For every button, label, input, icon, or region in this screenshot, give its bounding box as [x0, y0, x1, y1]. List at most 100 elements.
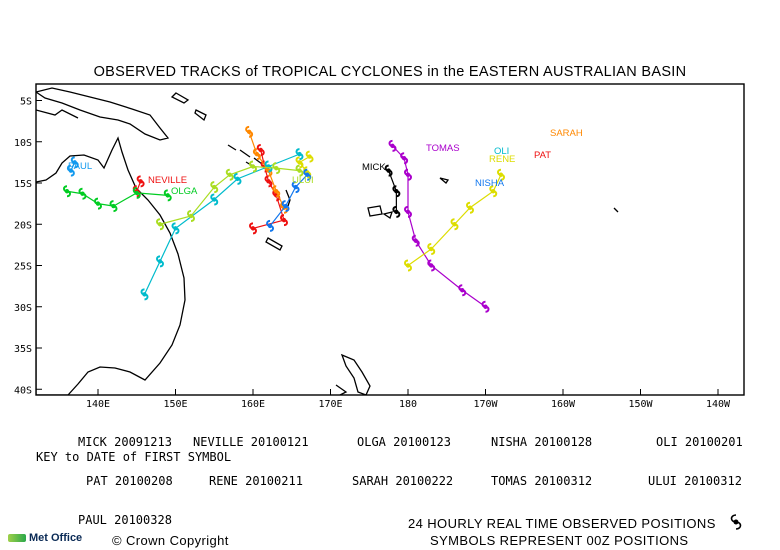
key-col-4: NISHA 20100128 TOMAS 20100312: [491, 410, 592, 501]
cyclone-symbol-paul: [66, 164, 75, 177]
cyclone-symbol-olga-ext: [466, 201, 474, 214]
cyclone-symbol-oli: [295, 148, 304, 161]
cyclone-symbol-rene: [295, 156, 304, 169]
track-tomas: [392, 145, 486, 308]
cyclone-symbol-tomas: [427, 259, 436, 272]
lon-label: 170W: [473, 399, 498, 410]
copyright-text: Crown Copyright: [126, 533, 229, 548]
coastlines: [36, 87, 619, 395]
lat-label: 40S: [14, 385, 32, 396]
lat-label: 30S: [14, 303, 32, 314]
lon-label: 170E: [318, 399, 342, 410]
cyclone-symbol-olga-ext: [404, 259, 412, 272]
cyclone-symbol-tomas: [404, 168, 412, 181]
map-title: OBSERVED TRACKS of TROPICAL CYCLONES in …: [93, 64, 687, 80]
cyclone-symbol-pat: [249, 222, 257, 235]
cyclone-symbol-olga: [94, 197, 102, 210]
key-caption: KEY to DATE of FIRST SYMBOL: [36, 450, 232, 464]
cyclone-symbol-sarah: [272, 185, 281, 198]
cyclone-symbol-ului: [295, 164, 304, 177]
cyclone-symbol-ului: [225, 168, 234, 181]
label-neville: NEVILLE: [148, 175, 187, 186]
cyclone-symbol-olga: [78, 187, 87, 200]
lon-label: 160W: [551, 399, 576, 410]
cyclone-symbol-oli: [171, 222, 180, 235]
copyright: © Crown Copyright: [112, 533, 229, 548]
cyclone-symbol-ului: [187, 210, 195, 222]
lat-label: 35S: [14, 344, 32, 355]
cyclone-symbol-tomas: [400, 152, 409, 165]
lon-label: 140E: [86, 399, 110, 410]
cyclone-symbol-nisha: [281, 200, 290, 213]
lat-label: 20S: [14, 220, 32, 231]
cyclone-symbol-oli: [156, 255, 164, 268]
lat-label: 25S: [14, 262, 32, 273]
cyclone-symbol-ului: [210, 181, 219, 194]
cyclone-symbol-tomas: [458, 284, 467, 297]
track-olga-ext: [407, 174, 502, 266]
key-ului: ULUI 20100312: [648, 474, 742, 488]
label-ului: ULUI: [292, 175, 314, 186]
cyclone-symbol-nisha: [266, 219, 275, 232]
cyclone-symbol-rene: [305, 150, 314, 163]
lat-label: 15S: [14, 179, 32, 190]
label-tomas: TOMAS: [426, 143, 460, 154]
key-oli: OLI 20100201: [656, 435, 743, 449]
label-sarah: SARAH: [550, 128, 583, 139]
cyclone-symbol-ului: [156, 218, 164, 231]
key-col-5: OLI 20100201 ULUI 20100312: [648, 410, 743, 501]
lon-label: 140W: [706, 399, 731, 410]
tropical-cyclone-symbol-icon: [730, 514, 742, 530]
lon-label: 160E: [241, 399, 265, 410]
cyclone-symbol-oli: [210, 193, 219, 206]
track-nisha: [269, 174, 308, 227]
key-mick: MICK 20091213: [78, 435, 172, 449]
key-olga: OLGA 20100123: [357, 435, 451, 449]
cyclone-symbol-oli: [233, 172, 242, 185]
axis-ticks: 5S 10S 15S 20S 25S 30S 35S 40S 140E 150E 160E 170E 1…: [14, 97, 731, 411]
footer-line-2: SYMBOLS REPRESENT 00Z POSITIONS: [430, 533, 689, 548]
key-sarah: SARAH 20100222: [352, 474, 454, 488]
cyclone-symbol-tomas: [411, 234, 420, 247]
lon-label: 150E: [163, 399, 187, 410]
key-col-2: NEVILLE 20100121 RENE 20100211: [193, 410, 309, 501]
cyclone-symbol-sarah: [245, 125, 254, 138]
cyclone-symbol-pat: [256, 144, 265, 156]
cyclone-symbol-ului: [272, 162, 281, 175]
cyclone-symbol-tomas: [388, 139, 397, 152]
cyclone-symbol-neville: [136, 175, 145, 188]
key-pat: PAT 20100208: [86, 474, 173, 488]
cyclone-symbol-olga: [109, 200, 118, 213]
cyclone-symbol-tomas: [404, 205, 412, 218]
key-paul: PAUL 20100328: [78, 513, 172, 527]
cyclone-symbol-olga-ext: [450, 218, 459, 231]
copyright-symbol: ©: [112, 533, 122, 548]
cyclone-symbol-mick: [384, 164, 393, 177]
cyclone-symbol-pat: [280, 214, 288, 227]
label-olga: OLGA: [171, 186, 198, 197]
cyclone-symbol-mick: [392, 205, 401, 218]
cyclone-symbol-pat: [264, 175, 273, 188]
cyclone-symbol-mick: [392, 185, 401, 198]
cyclone-symbol-tomas: [481, 300, 490, 313]
lon-label: 150W: [628, 399, 653, 410]
label-oli: OLI: [494, 146, 509, 157]
key-col-3: OLGA 20100123 SARAH 20100222: [352, 410, 453, 501]
label-rene: RENE: [489, 154, 515, 165]
label-mick: MICK: [362, 162, 386, 173]
cyclone-symbol-ului: [249, 160, 257, 173]
cyclone-symbol-paul: [70, 156, 79, 169]
footer-line-1: 24 HOURLY REAL TIME OBSERVED POSITIONS: [408, 516, 716, 531]
key-tomas: TOMAS 20100312: [491, 474, 593, 488]
label-nisha: NISHA: [475, 178, 505, 189]
cyclone-symbol-olga: [132, 186, 141, 199]
met-office-logo-icon: [8, 534, 26, 543]
cyclone-symbol-olga-ext: [489, 185, 498, 198]
storm-tracks: [63, 125, 505, 313]
cyclone-symbol-nisha: [291, 181, 300, 194]
cyclone-symbol-olga-ext: [497, 168, 505, 181]
lat-label: 10S: [14, 138, 32, 149]
cyclone-symbol-olga: [63, 185, 71, 198]
label-paul: PAUL: [68, 161, 92, 172]
